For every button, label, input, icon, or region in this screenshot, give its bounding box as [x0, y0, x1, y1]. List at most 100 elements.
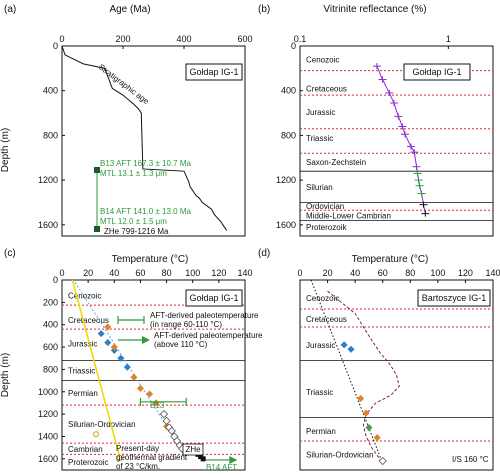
- open-diamond-point: [159, 410, 169, 419]
- panel-d-x-ticks: 0 20 40 60 80 100 120 140: [297, 268, 500, 283]
- y-tick-label: 0: [53, 275, 58, 285]
- panel-c-x-title: Temperature (°C): [112, 254, 189, 265]
- panel-a-well-name: Gołdap IG-1: [189, 67, 238, 77]
- diamond-point: [362, 409, 370, 417]
- x-tick-label: 120: [211, 268, 226, 278]
- orange-diamond-point: [130, 373, 138, 381]
- strata-label: Cenozoic: [68, 292, 101, 301]
- orange-diamond-point: [104, 323, 112, 331]
- y-tick-label: 1400: [38, 431, 58, 441]
- panel-d-note: I/S 160 °C: [452, 455, 489, 464]
- stratigraphic-age-line: [61, 45, 228, 231]
- gradient-label-1: Present-day: [116, 444, 159, 453]
- x-tick-label: 100: [430, 268, 445, 278]
- x-tick-label: 80: [405, 268, 415, 278]
- diamond-point: [357, 394, 365, 403]
- y-tick-label: 400: [43, 86, 58, 96]
- y-tick-label: 1200: [38, 175, 58, 185]
- strata-label: Triassic: [306, 388, 333, 397]
- strata-label: Ordovician: [306, 202, 344, 211]
- b14-line2: MTL 12.0 ± 1.5 μm: [100, 217, 167, 226]
- x-tick-label: 0.1: [294, 34, 307, 44]
- strata-label: Middle-Lower Cambrian: [306, 211, 391, 220]
- y-tick-label: 0: [53, 41, 58, 51]
- panel-c-label: (c): [4, 248, 16, 259]
- panel-c: (c) Temperature (°C) Depth (m) 0 20 40 60 80…: [0, 248, 263, 472]
- orange-diamond-point: [146, 390, 154, 398]
- strata-label: Permian: [68, 389, 98, 398]
- panel-a-well-box: [185, 63, 243, 81]
- x-tick-label: 140: [237, 268, 252, 278]
- y-tick-label: 800: [281, 130, 296, 140]
- panel-a-x-title: Age (Ma): [109, 4, 150, 15]
- orange-diamond-point: [152, 399, 160, 407]
- strata-label: Cambrian: [68, 445, 103, 454]
- diamond-point: [373, 434, 381, 442]
- gradient-marker: [116, 454, 123, 461]
- x-tick-label: 1: [446, 34, 451, 44]
- x-tick-label: 400: [176, 34, 191, 44]
- panel-d-x-title: Temperature (°C): [352, 254, 429, 265]
- blue-diamond-point: [97, 330, 105, 338]
- panel-b-well-box: [403, 63, 471, 81]
- x-tick-label: 80: [162, 268, 172, 278]
- panel-b-vr-points: [372, 63, 430, 217]
- strata-label: Cretaceous: [68, 316, 109, 325]
- zhe-box: [182, 443, 204, 456]
- panel-a-label: (a): [4, 4, 16, 15]
- strata-label: Silurian-Ordovician: [306, 450, 374, 459]
- blue-diamond-point: [104, 339, 112, 347]
- y-tick-label: 1600: [38, 454, 58, 464]
- blue-diamond-point: [123, 363, 131, 371]
- panel-d: (d) Temperature (°C) 0 20 40 60 80 100 120 140 …: [258, 248, 500, 471]
- panel-d-label: (d): [258, 248, 270, 259]
- strata-label: Jurassic: [68, 340, 97, 349]
- y-tick-label: 600: [43, 342, 58, 352]
- b13-line1: B13 AFT 167.3 ± 10.7 Ma: [100, 159, 192, 168]
- b14-arrow-head: [229, 455, 238, 464]
- x-tick-label: 40: [109, 268, 119, 278]
- present-gradient-line: [310, 279, 384, 464]
- panel-c-strata-labels: Cenozoic Cretaceous Jurassic Triassic Permia…: [68, 292, 136, 468]
- orange-diamond-point: [110, 343, 118, 351]
- panel-b-strata-labels: Cenozoic Cretaceous Jurassic Triassic Saxon-…: [306, 55, 391, 232]
- panel-a: (a) Age (Ma) Depth (m) 0 200 400 600 0 400 80…: [0, 4, 253, 237]
- panel-a-y-title: Depth (m): [0, 128, 11, 172]
- panel-c-x-ticks: 0 20 40 60 80 100 120 140: [59, 268, 253, 283]
- y-tick-label: 1600: [38, 220, 58, 230]
- panel-c-well-name: Gołdap IG-1: [189, 293, 238, 303]
- panel-b-frame: [299, 45, 494, 237]
- present-day-gradient-line: [71, 279, 122, 462]
- strata-label: Jurassic: [306, 341, 335, 350]
- blue-diamond-point: [117, 354, 125, 362]
- panel-b: (b) Vitrinite reflectance (%) 0.1 1 04008…: [258, 4, 494, 237]
- x-tick-label: 200: [115, 34, 130, 44]
- gradient-label-2: geothermal gradient: [116, 453, 188, 462]
- b14-label: B14 AFT: [206, 463, 237, 472]
- panel-a-x-ticks: 0 200 400 600: [59, 34, 253, 49]
- x-tick-label: 40: [350, 268, 360, 278]
- black-square-point: [198, 454, 204, 460]
- gradient-label-3: of 23 °C/km.: [116, 462, 160, 471]
- y-tick-label: 400: [281, 86, 296, 96]
- zhe-box-label: ZHe: [185, 445, 201, 454]
- panel-c-well-box: [185, 289, 243, 307]
- x-tick-label: 0: [59, 268, 64, 278]
- x-tick-label: 600: [237, 34, 252, 44]
- legend-range-line1: AFT-derived paleotemperature: [150, 311, 259, 320]
- panel-b-boundaries: [300, 70, 493, 221]
- panel-c-y-ticks: 0 200 400 600 800 1000 1200 1400 1600: [38, 275, 65, 464]
- zhe-label: ZHe 799-1216 Ma: [104, 227, 169, 236]
- legend-above-arrow: [142, 336, 150, 344]
- y-tick-label: 1200: [276, 175, 296, 185]
- orange-diamond-point: [136, 384, 144, 392]
- strata-label: Saxon-Zechstein: [306, 158, 366, 167]
- panel-d-well-name: Bartoszyce IG-1: [422, 293, 487, 303]
- strata-label: Permian: [306, 427, 336, 436]
- y-tick-label: 800: [43, 364, 58, 374]
- panel-b-label: (b): [258, 4, 270, 15]
- vr-trend-line: [376, 65, 426, 214]
- b13-line2: MTL 13.1 ± 1.3 μm: [100, 169, 167, 178]
- strata-label: Cenozoic: [306, 55, 339, 64]
- y-tick-label: 1600: [276, 220, 296, 230]
